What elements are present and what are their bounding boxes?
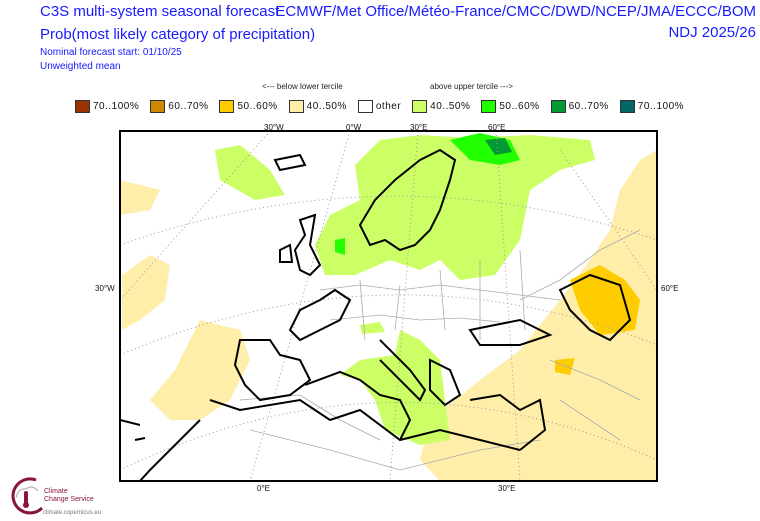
legend-label: 60..70% [168,101,209,112]
legend-swatch [150,100,166,113]
legend-item: 40..50% [412,100,470,113]
bottom-axis-label: 0°E [257,484,270,493]
legend-item: 50..60% [481,100,539,113]
legend-label: 50..60% [237,101,278,112]
legend-label: 70..100% [93,101,140,112]
legend-swatch [412,100,428,113]
legend-label: 50..60% [499,101,540,112]
logo-url: climate.copernicus.eu [43,510,102,516]
systems-list: ECMWF/Met Office/Météo-France/CMCC/DWD/N… [275,3,756,20]
legend-swatch [550,100,566,113]
right-axis-label: 60°E [661,284,679,293]
legend-item: 60..70% [550,100,609,113]
coastlines [120,148,632,481]
legend-swatch [75,100,90,113]
bottom-axis-label: 30°E [498,484,516,493]
map-frame [119,130,658,482]
logo-name-line1: Climate [44,488,68,495]
copernicus-logo-icon [11,477,44,515]
legend-swatch [357,100,373,113]
legend-label: 70..100% [637,101,685,112]
legend-label: other [375,101,402,112]
logo-name-line2: Change Service [44,496,94,503]
legend: 70..100% 60..70% 50..60% 40..50% other 40..50… [75,100,695,113]
left-axis-label: 30°W [95,284,115,293]
logo-name: Climate Change Service [44,488,94,504]
legend-item: other [357,100,402,113]
legend-item: 60..70% [150,100,208,113]
legend-swatch [219,100,235,113]
forecast-period: NDJ 2025/26 [668,24,756,41]
below-tercile-label: <--- below lower tercile [262,82,343,91]
legend-swatch [619,100,635,113]
title-line2: Prob(most likely category of precipitati… [40,26,316,43]
legend-label: 40..50% [306,101,347,112]
top-axis-label: 30°E [410,123,428,132]
above-tercile-label: above upper tercile ---> [430,82,513,91]
legend-item: 70..100% [619,100,685,113]
legend-swatch [481,100,497,113]
title-line1: C3S multi-system seasonal forecast [40,3,280,20]
forecast-start: Nominal forecast start: 01/10/25 [40,47,182,58]
legend-item: 70..100% [75,100,139,113]
top-axis-label: 30°W [264,123,284,132]
legend-label: 60..70% [568,101,609,112]
legend-item: 50..60% [219,100,277,113]
graticule [120,131,657,481]
legend-swatch [288,100,304,113]
top-axis-label: 60°E [488,123,506,132]
mean-type: Unweighted mean [40,61,121,72]
legend-item: 40..50% [288,100,347,113]
top-axis-label: 0°W [346,123,362,132]
legend-label: 40..50% [430,101,471,112]
